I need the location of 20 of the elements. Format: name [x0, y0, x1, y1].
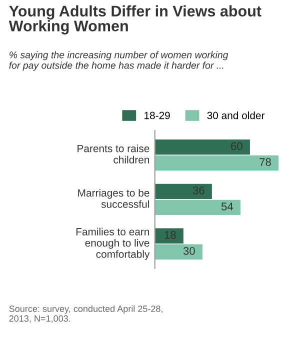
chart-title: Young Adults Differ in Views about Working Women — [8, 5, 262, 34]
bar — [154, 244, 202, 260]
chart-subtitle: % saying the increasing number of women working for pay outside the home has made it harder for ... — [9, 51, 228, 71]
data-label: 36 — [192, 186, 204, 194]
data-label: 30 — [183, 246, 195, 255]
bar — [154, 228, 184, 244]
legend-label: 30 and older — [207, 112, 265, 120]
legend-label: 18-29 — [144, 112, 170, 120]
source-note: Source: survey, conducted April 25-28, 2013, N=1,003. — [9, 305, 162, 323]
bar — [154, 139, 250, 155]
y-tick-label: Parents to raise children — [78, 144, 150, 164]
data-label: 54 — [221, 202, 234, 210]
bar — [154, 184, 212, 200]
bar — [154, 155, 278, 171]
data-label: 78 — [260, 158, 271, 166]
y-tick-label: Marriages to be successful — [78, 188, 150, 208]
data-label: 18 — [164, 230, 176, 239]
bar — [154, 200, 240, 216]
y-tick-label: Families to earn enough to live comfortably — [76, 228, 150, 260]
data-label: 60 — [231, 142, 242, 150]
